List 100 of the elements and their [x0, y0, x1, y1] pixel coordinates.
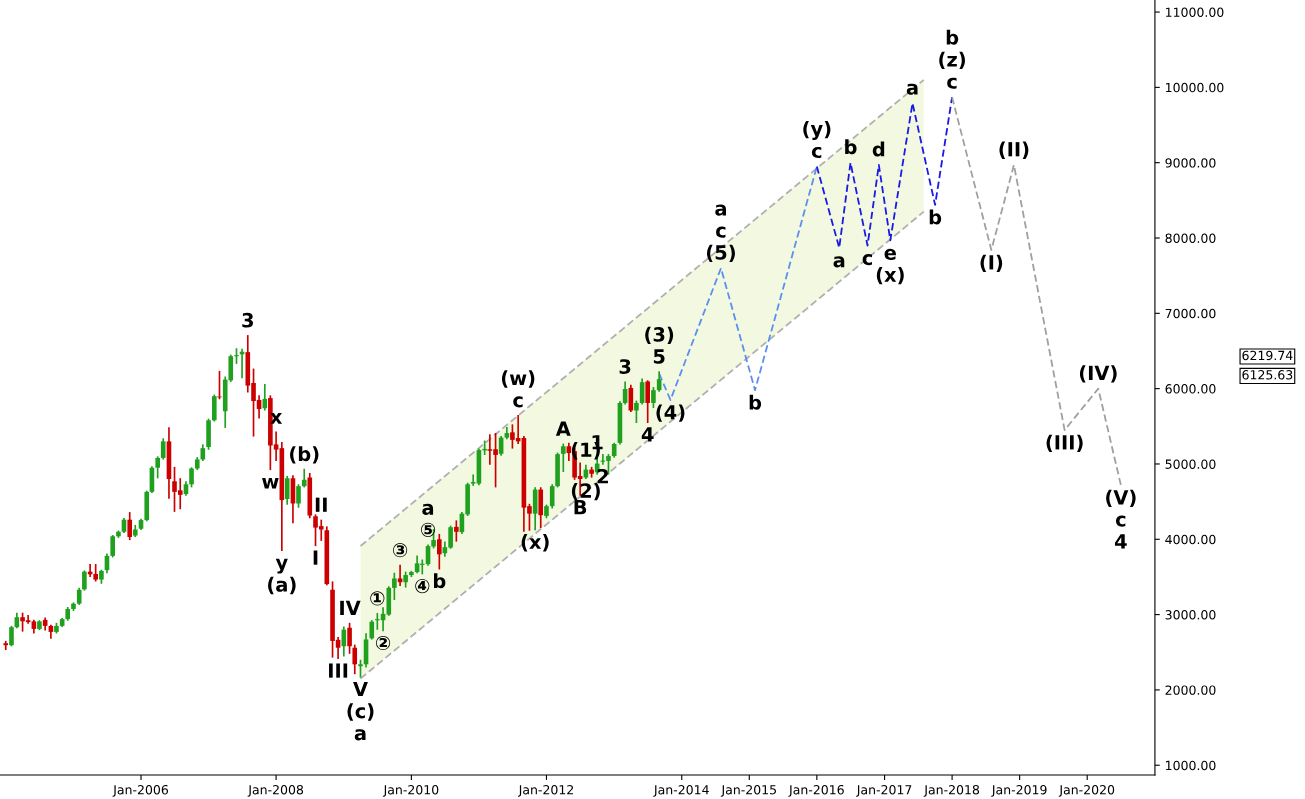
candlestick — [437, 533, 442, 570]
x-tick-label: Jan-2006 — [112, 784, 169, 797]
candlestick — [155, 456, 160, 479]
annotation: y — [275, 558, 288, 574]
annotation: a — [833, 256, 845, 268]
annotation: (4) — [656, 404, 685, 422]
annotation: e — [884, 248, 896, 260]
candlestick — [419, 559, 425, 575]
annotation: (x) — [876, 266, 904, 285]
annotation: c — [947, 77, 957, 89]
x-tick-label: Jan-2018 — [923, 784, 980, 797]
y-tick-label: 9000.00 — [1165, 158, 1216, 168]
annotation: (b) — [290, 446, 319, 464]
candlestick — [560, 443, 566, 472]
annotation: ④ — [415, 579, 430, 594]
annotation: (V) — [1106, 489, 1136, 507]
candlestick — [284, 475, 290, 505]
annotation: c — [811, 146, 822, 159]
candlestick — [454, 520, 459, 542]
y-tick-label: 8000.00 — [1165, 233, 1216, 243]
annotation: c — [513, 396, 523, 408]
y-tick-label: 6000.00 — [1165, 384, 1216, 394]
annotation: ① — [370, 591, 385, 606]
annotation: (II) — [999, 141, 1029, 159]
annotation: d — [872, 141, 885, 157]
annotation: (a) — [268, 576, 296, 595]
annotation: a — [354, 729, 366, 741]
y-tick-label: 10000.00 — [1166, 82, 1224, 93]
annotation: IV — [340, 600, 361, 615]
annotation: B — [574, 500, 587, 515]
annotation: c — [862, 254, 872, 266]
annotation: a — [715, 204, 726, 216]
annotation: (y) — [803, 120, 831, 140]
candlestick — [470, 474, 476, 486]
annotation: I — [313, 550, 318, 565]
x-tick-label: Jan-2017 — [856, 784, 912, 797]
annotation: 3 — [619, 359, 631, 374]
x-tick-label: Jan-2020 — [1058, 784, 1115, 797]
annotation: w — [262, 477, 279, 489]
annotation: b — [433, 573, 446, 589]
annotation: A — [555, 421, 571, 436]
annotation: a — [422, 503, 434, 515]
annotation: c — [716, 226, 726, 238]
x-tick-label: Jan-2010 — [382, 784, 439, 797]
candlestick — [296, 484, 301, 508]
annotation: (z) — [939, 51, 965, 70]
candlestick — [397, 564, 403, 587]
annotation: 3 — [242, 312, 254, 328]
annotation: (x) — [521, 534, 549, 552]
x-tick-label: Jan-2015 — [720, 784, 776, 797]
annotation: (IV) — [1079, 365, 1117, 383]
y-tick-label: 5000.00 — [1165, 459, 1216, 469]
annotation: V — [353, 681, 368, 697]
annotation: b — [929, 209, 942, 225]
candlestick — [127, 512, 133, 541]
annotation: II — [315, 497, 327, 512]
candlestick — [262, 384, 268, 411]
candlestick — [645, 380, 650, 423]
candlestick — [93, 564, 98, 582]
candlestick — [549, 484, 555, 509]
candlestick — [634, 400, 639, 423]
annotation: c — [1115, 515, 1126, 527]
candlestick — [189, 467, 194, 488]
x-tick-label: Jan-2008 — [247, 784, 304, 797]
annotation: III — [329, 663, 348, 678]
annotation: (III) — [1046, 434, 1083, 452]
annotation: ② — [375, 635, 391, 651]
annotation: 5 — [653, 349, 665, 364]
annotation: (3) — [645, 326, 674, 345]
annotation: b — [946, 29, 959, 45]
annotation: 4 — [641, 427, 654, 442]
annotation: ⑤ — [420, 522, 436, 537]
candlestick — [606, 454, 611, 475]
candlestick — [651, 387, 656, 408]
y-tick-label: 3000.00 — [1165, 610, 1216, 620]
annotation: (2) — [571, 482, 600, 501]
text: 6125.63 — [1242, 370, 1293, 380]
y-tick-label: 1000.00 — [1166, 760, 1216, 771]
y-tick-label: 11000.00 — [1166, 7, 1224, 17]
text: 6219.74 — [1242, 350, 1293, 361]
candlestick — [392, 572, 397, 600]
x-tick-label: Jan-2014 — [653, 784, 709, 797]
annotation: ③ — [393, 543, 408, 558]
annotation: b — [845, 139, 857, 155]
annotation: (c) — [347, 703, 374, 721]
candlestick — [82, 570, 87, 591]
x-tick-label: Jan-2012 — [518, 784, 574, 797]
annotation: 2 — [597, 468, 608, 484]
annotation: 4 — [1114, 534, 1127, 549]
annotation: a — [906, 83, 918, 95]
y-tick-label: 4000.00 — [1165, 534, 1216, 545]
y-tick-label: 7000.00 — [1165, 308, 1216, 319]
candlestick — [9, 625, 14, 647]
annotation: (5) — [706, 244, 735, 263]
candlestick — [110, 535, 116, 558]
annotation: (I) — [980, 254, 1003, 272]
annotation: b — [749, 394, 762, 410]
candlestick — [3, 640, 9, 651]
candlestick — [347, 622, 352, 654]
line-series — [951, 96, 1122, 486]
